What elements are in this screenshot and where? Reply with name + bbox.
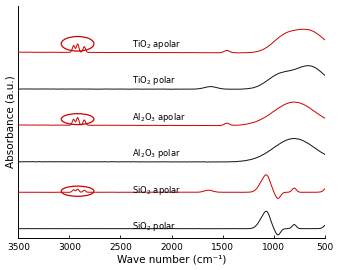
Text: SiO$_2$ apolar: SiO$_2$ apolar <box>132 184 181 197</box>
Text: TiO$_2$ apolar: TiO$_2$ apolar <box>132 38 181 51</box>
Text: TiO$_2$ polar: TiO$_2$ polar <box>132 75 176 87</box>
Text: SiO$_2$ polar: SiO$_2$ polar <box>132 220 176 233</box>
Text: Al$_2$O$_3$ polar: Al$_2$O$_3$ polar <box>132 147 181 160</box>
Y-axis label: Absorbance (a.u.): Absorbance (a.u.) <box>5 75 16 168</box>
Text: Al$_2$O$_3$ apolar: Al$_2$O$_3$ apolar <box>132 111 186 124</box>
X-axis label: Wave number (cm⁻¹): Wave number (cm⁻¹) <box>117 254 226 264</box>
